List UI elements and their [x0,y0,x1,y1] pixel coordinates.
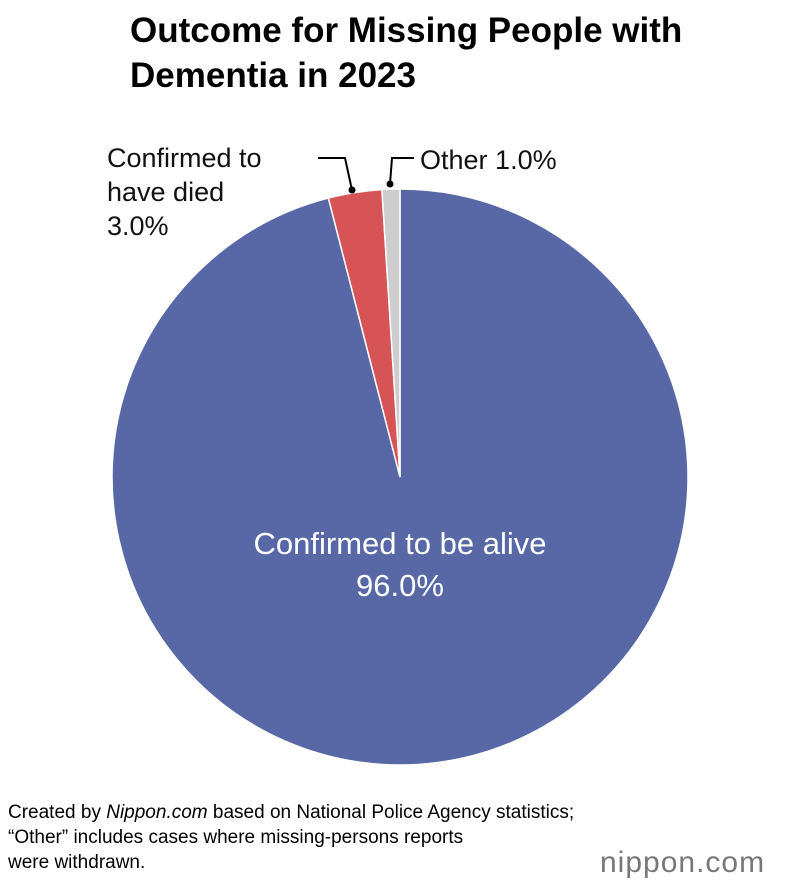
source-italic: Nippon.com [106,802,208,823]
leader-dot [348,186,356,194]
slice-label: Other 1.0% [420,143,557,177]
value-label: 1.0% [495,145,557,175]
note: “Other” includes cases where missing-per… [8,827,464,873]
chart-title: Outcome for Missing People with Dementia… [130,11,683,95]
leader-line [318,157,353,191]
value-label: 3.0% [107,211,169,241]
pie-slice [381,188,401,478]
source: Created by Nippon.com based on National … [8,800,574,825]
source-prefix: Created by [8,802,101,823]
leader-line [389,157,414,185]
value-label: 96.0% [356,568,444,603]
logo: nippon.com [600,846,766,879]
category-label: Other [420,145,488,175]
source-rest: based on National Police Agency statisti… [212,802,575,823]
slice-label: Confirmed to be alive 96.0% [150,523,650,607]
leader-dot [386,180,394,188]
slice-label: Confirmed to have died 3.0% [107,141,307,243]
category-label: Confirmed to have died [107,143,262,207]
category-label: Confirmed to be alive [253,526,547,561]
